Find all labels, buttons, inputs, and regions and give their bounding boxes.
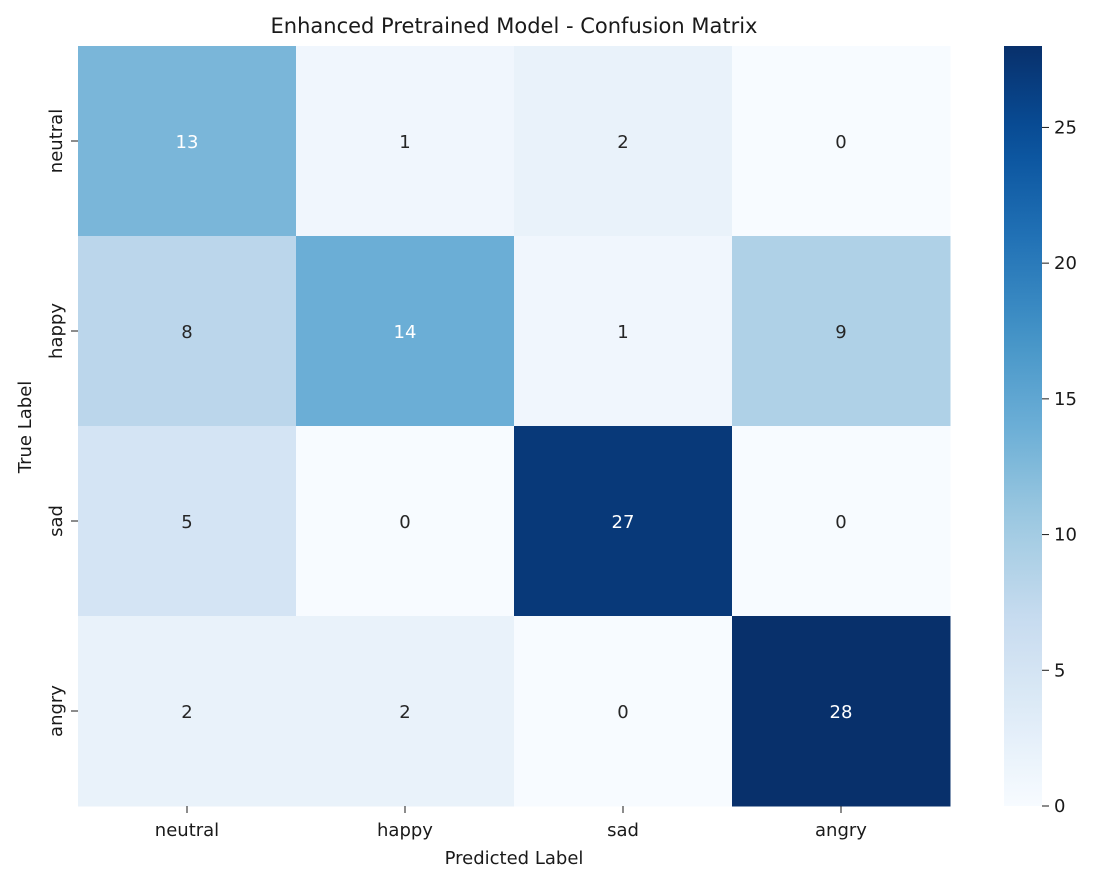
x-tick-label-neutral: neutral	[155, 820, 219, 841]
colorbar-ticks: 0 5 10 15 20 25	[1042, 117, 1077, 817]
colorbar-tick-label: 20	[1054, 253, 1077, 274]
heatmap-cell-sad-neutral	[78, 426, 297, 617]
cell-value-label: 0	[399, 512, 410, 533]
cell-value-label: 0	[617, 702, 628, 723]
heatmap-cell-happy-happy	[296, 236, 515, 427]
cell-value-label: 0	[835, 512, 846, 533]
y-axis-ticks: neutral happy sad angry	[46, 109, 78, 737]
heatmap-cell-neutral-neutral	[78, 46, 297, 237]
cell-value-label: 8	[181, 322, 192, 343]
colorbar-tick-label: 10	[1054, 525, 1077, 546]
cell-value-label: 2	[617, 132, 628, 153]
x-tick-label-angry: angry	[815, 820, 867, 841]
cell-value-label: 9	[835, 322, 846, 343]
colorbar-tick-label: 15	[1054, 389, 1077, 410]
colorbar-tick-label: 25	[1054, 117, 1077, 138]
heatmap-annotations: 13 1 2 0 8 14 1 9 5 0 27 0 2 2 0 28	[176, 132, 853, 723]
heatmap-cells	[78, 46, 951, 807]
y-tick-label-happy: happy	[46, 303, 67, 359]
y-tick-label-sad: sad	[46, 505, 67, 537]
cell-value-label: 14	[394, 322, 417, 343]
colorbar-tick-label: 5	[1054, 660, 1065, 681]
cell-value-label: 28	[830, 702, 853, 723]
heatmap-cell-angry-angry	[732, 616, 951, 807]
heatmap-cell-angry-neutral	[78, 616, 297, 807]
y-axis-label: True Label	[15, 381, 36, 475]
heatmap-cell-angry-sad	[514, 616, 733, 807]
heatmap-cell-sad-happy	[296, 426, 515, 617]
heatmap-cell-happy-angry	[732, 236, 951, 427]
x-axis-ticks: neutral happy sad angry	[155, 806, 867, 841]
heatmap-cell-sad-sad	[514, 426, 733, 617]
y-tick-label-neutral: neutral	[46, 109, 67, 173]
y-tick-label-angry: angry	[46, 685, 67, 737]
x-tick-label-sad: sad	[607, 820, 639, 841]
cell-value-label: 0	[835, 132, 846, 153]
heatmap-cell-neutral-sad	[514, 46, 733, 237]
heatmap-cell-angry-happy	[296, 616, 515, 807]
heatmap-cell-sad-angry	[732, 426, 951, 617]
colorbar-tick-label: 0	[1054, 796, 1065, 817]
colorbar	[1004, 46, 1042, 806]
chart-title: Enhanced Pretrained Model - Confusion Ma…	[271, 14, 758, 38]
cell-value-label: 5	[181, 512, 192, 533]
x-axis-label: Predicted Label	[445, 848, 584, 869]
cell-value-label: 2	[181, 702, 192, 723]
x-tick-label-happy: happy	[377, 820, 433, 841]
heatmap-cell-happy-neutral	[78, 236, 297, 427]
heatmap-cell-neutral-happy	[296, 46, 515, 237]
cell-value-label: 1	[399, 132, 410, 153]
heatmap-cell-neutral-angry	[732, 46, 951, 237]
heatmap-cell-happy-sad	[514, 236, 733, 427]
cell-value-label: 27	[612, 512, 635, 533]
cell-value-label: 13	[176, 132, 199, 153]
cell-value-label: 1	[617, 322, 628, 343]
cell-value-label: 2	[399, 702, 410, 723]
